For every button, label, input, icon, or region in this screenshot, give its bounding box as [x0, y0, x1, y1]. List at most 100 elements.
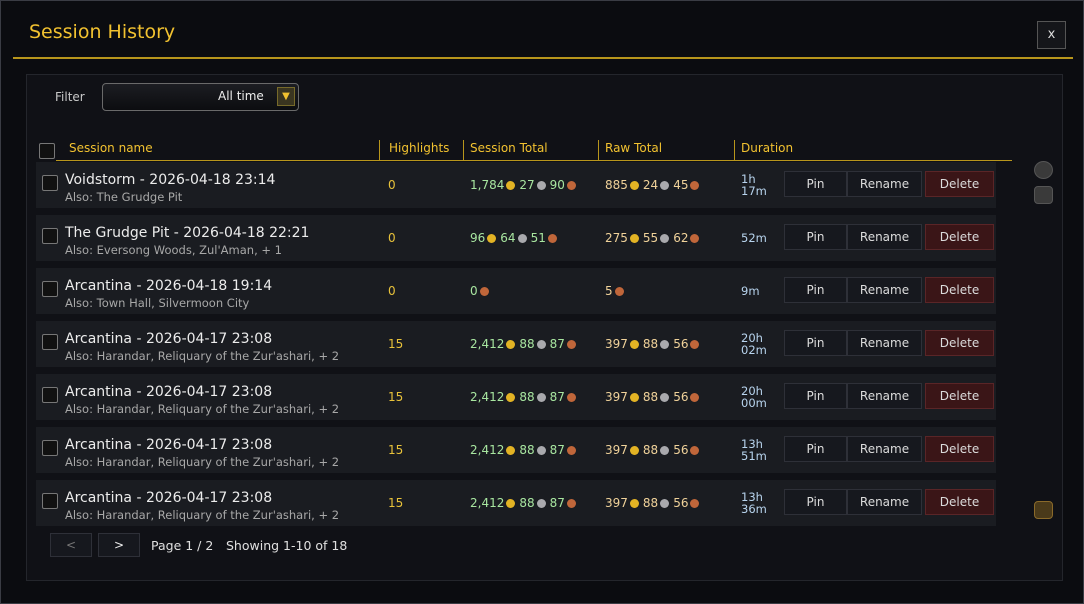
session-name: Voidstorm - 2026-04-18 23:14: [65, 172, 276, 188]
filter-label: Filter: [55, 90, 85, 104]
rename-button[interactable]: Rename: [847, 383, 922, 409]
session-also: Also: Harandar, Reliquary of the Zur'ash…: [65, 508, 340, 522]
silver-coin-icon: [517, 233, 527, 243]
delete-button[interactable]: Delete: [925, 436, 994, 462]
rename-button[interactable]: Rename: [847, 489, 922, 515]
coin-amount: 2,412: [470, 390, 505, 404]
coin-amount: 88: [642, 390, 659, 404]
row-checkbox[interactable]: [42, 228, 58, 244]
select-all-checkbox[interactable]: [39, 143, 55, 159]
coin-amount: 88: [642, 337, 659, 351]
row-checkbox[interactable]: [42, 440, 58, 456]
pin-button[interactable]: Pin: [784, 436, 847, 462]
scroll-thumb[interactable]: [1034, 186, 1053, 204]
pin-button[interactable]: Pin: [784, 277, 847, 303]
delete-button[interactable]: Delete: [925, 277, 994, 303]
coin-amount: 56: [673, 390, 689, 404]
coin-amount: 88: [519, 337, 535, 351]
session-name: Arcantina - 2026-04-17 23:08: [65, 331, 273, 347]
pin-button[interactable]: Pin: [784, 383, 847, 409]
pin-button[interactable]: Pin: [784, 330, 847, 356]
delete-button[interactable]: Delete: [925, 330, 994, 356]
coin-amount: 0: [470, 284, 478, 298]
page-indicator: Page 1 / 2: [151, 538, 214, 553]
coin-amount: 87: [549, 443, 565, 457]
gold-coin-icon: [629, 392, 639, 402]
prev-page-button[interactable]: <: [50, 533, 92, 557]
rename-button[interactable]: Rename: [847, 277, 922, 303]
rename-button[interactable]: Rename: [847, 224, 922, 250]
session-also: Also: Harandar, Reliquary of the Zur'ash…: [65, 455, 340, 469]
rename-button[interactable]: Rename: [847, 171, 922, 197]
row-checkbox[interactable]: [42, 387, 58, 403]
coin-amount: 45: [673, 178, 689, 192]
session-also: Also: Eversong Woods, Zul'Aman, + 1: [65, 243, 282, 257]
raw-total: 397 88 56: [605, 496, 703, 510]
delete-button[interactable]: Delete: [925, 224, 994, 250]
gold-coin-icon: [506, 180, 516, 190]
coin-amount: 87: [549, 390, 565, 404]
session-name: The Grudge Pit - 2026-04-18 22:21: [65, 225, 310, 241]
coin-amount: 2,412: [470, 443, 505, 457]
coin-amount: 24: [642, 178, 659, 192]
silver-coin-icon: [660, 339, 670, 349]
coin-amount: 90: [549, 178, 565, 192]
copper-coin-icon: [479, 286, 489, 296]
coin-amount: 397: [605, 496, 628, 510]
row-checkbox[interactable]: [42, 493, 58, 509]
pin-button[interactable]: Pin: [784, 489, 847, 515]
pin-button[interactable]: Pin: [784, 171, 847, 197]
gold-coin-icon: [506, 498, 516, 508]
close-button[interactable]: x: [1037, 21, 1066, 49]
gold-coin-icon: [506, 339, 516, 349]
copper-coin-icon: [566, 498, 576, 508]
row-checkbox[interactable]: [42, 281, 58, 297]
session-total: 96 64 51: [470, 231, 561, 245]
coin-amount: 397: [605, 390, 628, 404]
column-separator: [598, 140, 599, 160]
raw-total: 275 55 62: [605, 231, 703, 245]
column-separator: [463, 140, 464, 160]
pin-button[interactable]: Pin: [784, 224, 847, 250]
delete-button[interactable]: Delete: [925, 171, 994, 197]
coin-amount: 397: [605, 337, 628, 351]
raw-total: 397 88 56: [605, 390, 703, 404]
row-checkbox[interactable]: [42, 175, 58, 191]
session-total: 1,784 27 90: [470, 178, 580, 192]
copper-coin-icon: [566, 392, 576, 402]
coin-amount: 51: [530, 231, 546, 245]
rename-button[interactable]: Rename: [847, 330, 922, 356]
column-header: Highlights: [389, 141, 450, 155]
coin-amount: 88: [642, 496, 659, 510]
gold-coin-icon: [629, 445, 639, 455]
highlights: 15: [388, 443, 404, 457]
dropdown-arrow[interactable]: ▼: [277, 87, 295, 106]
session-also: Also: Harandar, Reliquary of the Zur'ash…: [65, 349, 340, 363]
filter-dropdown[interactable]: [102, 83, 299, 111]
coin-amount: 397: [605, 443, 628, 457]
delete-button[interactable]: Delete: [925, 383, 994, 409]
delete-button[interactable]: Delete: [925, 489, 994, 515]
silver-coin-icon: [660, 392, 670, 402]
duration: 13h 51m: [741, 437, 767, 463]
scroll-up[interactable]: [1034, 161, 1053, 179]
showing-text: Showing 1-10 of 18: [226, 538, 348, 553]
coin-amount: 62: [673, 231, 689, 245]
scroll-down[interactable]: [1034, 501, 1053, 519]
column-separator: [379, 140, 380, 160]
raw-total: 5: [605, 284, 628, 298]
highlights: 15: [388, 390, 404, 404]
silver-coin-icon: [660, 445, 670, 455]
coin-amount: 64: [500, 231, 516, 245]
duration: 13h 36m: [741, 490, 767, 516]
copper-coin-icon: [690, 233, 700, 243]
rename-button[interactable]: Rename: [847, 436, 922, 462]
coin-amount: 275: [605, 231, 628, 245]
next-page-button[interactable]: >: [98, 533, 140, 557]
highlights: 0: [388, 178, 396, 192]
row-checkbox[interactable]: [42, 334, 58, 350]
column-header: Raw Total: [605, 141, 663, 155]
session-also: Also: Harandar, Reliquary of the Zur'ash…: [65, 402, 340, 416]
coin-amount: 87: [549, 337, 565, 351]
